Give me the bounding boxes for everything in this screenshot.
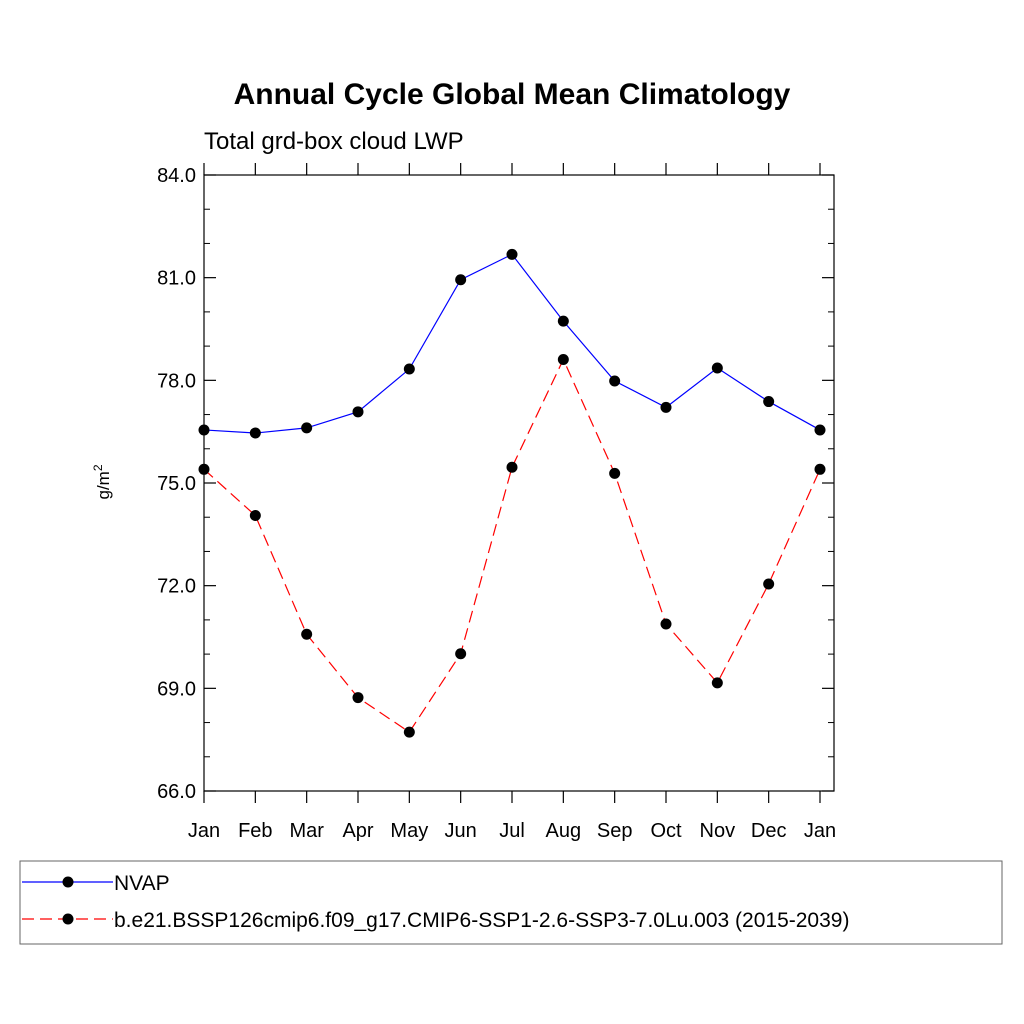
x-tick-label: Jul	[499, 820, 525, 842]
series-1-point	[198, 463, 210, 475]
y-tick-label: 78.0	[157, 370, 196, 392]
x-tick-label: May	[390, 820, 428, 842]
series-1-point	[352, 692, 364, 704]
y-tick-label: 81.0	[157, 268, 196, 290]
series-1-point	[249, 510, 261, 522]
x-tick-label: Dec	[751, 820, 787, 842]
x-tick-label: Nov	[700, 820, 736, 842]
y-tick-label: 66.0	[157, 781, 196, 803]
x-tick-label: Apr	[342, 820, 373, 842]
series-0-point	[506, 248, 518, 260]
series-1-point	[763, 578, 775, 590]
legend-marker-1	[62, 913, 74, 925]
y-tick-label: 84.0	[157, 165, 196, 187]
x-tick-label: Feb	[238, 820, 272, 842]
y-tick-label: 75.0	[157, 473, 196, 495]
series-0-point	[763, 396, 775, 408]
series-0-point	[814, 424, 826, 436]
series-0-point	[249, 427, 261, 439]
y-axis-label-text: g/m	[94, 471, 113, 499]
series-0-point	[557, 315, 569, 327]
legend: NVAP b.e21.BSSP126cmip6.f09_g17.CMIP6-SSP…	[19, 860, 1003, 945]
x-tick-label: Jan	[804, 820, 836, 842]
chart-title: Annual Cycle Global Mean Climatology	[234, 78, 791, 111]
series-0-point	[301, 422, 313, 434]
legend-label-0: NVAP	[114, 872, 170, 895]
series-0-point	[711, 362, 723, 374]
legend-box	[19, 860, 1003, 945]
chart-subtitle: Total grd-box cloud LWP	[204, 128, 464, 155]
series-1-point	[609, 467, 621, 479]
series-0-point	[455, 274, 467, 286]
y-axis-label-sup: 2	[91, 464, 105, 471]
series-1-point	[711, 677, 723, 689]
x-tick-label: Mar	[289, 820, 324, 842]
series-1-point	[814, 463, 826, 475]
plot-area: 66.0 69.0 72.0 75.0 78.0 81.0 84.0 Jan Feb Mar Apr…	[157, 163, 836, 842]
y-tick-label: 69.0	[157, 678, 196, 700]
x-tick-label: Jan	[188, 820, 220, 842]
series-1-point	[660, 618, 672, 630]
y-tick-label: 72.0	[157, 576, 196, 598]
series-1-point	[506, 461, 518, 473]
series-line-0	[203, 253, 821, 434]
series-1-point	[301, 628, 313, 640]
plot-frame	[203, 174, 835, 792]
x-tick-label: Aug	[546, 820, 582, 842]
series-0-point	[403, 363, 415, 375]
legend-marker-0	[62, 876, 74, 888]
x-tick-label: Jun	[445, 820, 477, 842]
series-0-point	[352, 406, 364, 418]
series-1-point	[403, 726, 415, 738]
x-tick-label: Oct	[650, 820, 682, 842]
series-line-1	[203, 358, 821, 733]
series-0-point	[609, 375, 621, 387]
series-1-point	[455, 648, 467, 660]
series-1-point	[557, 353, 569, 365]
y-axis-label: g/m2	[91, 464, 113, 499]
legend-label-1: b.e21.BSSP126cmip6.f09_g17.CMIP6-SSP1-2.…	[114, 909, 849, 932]
x-tick-label: Sep	[597, 820, 633, 842]
series-0-point	[660, 401, 672, 413]
series-0-point	[198, 424, 210, 436]
